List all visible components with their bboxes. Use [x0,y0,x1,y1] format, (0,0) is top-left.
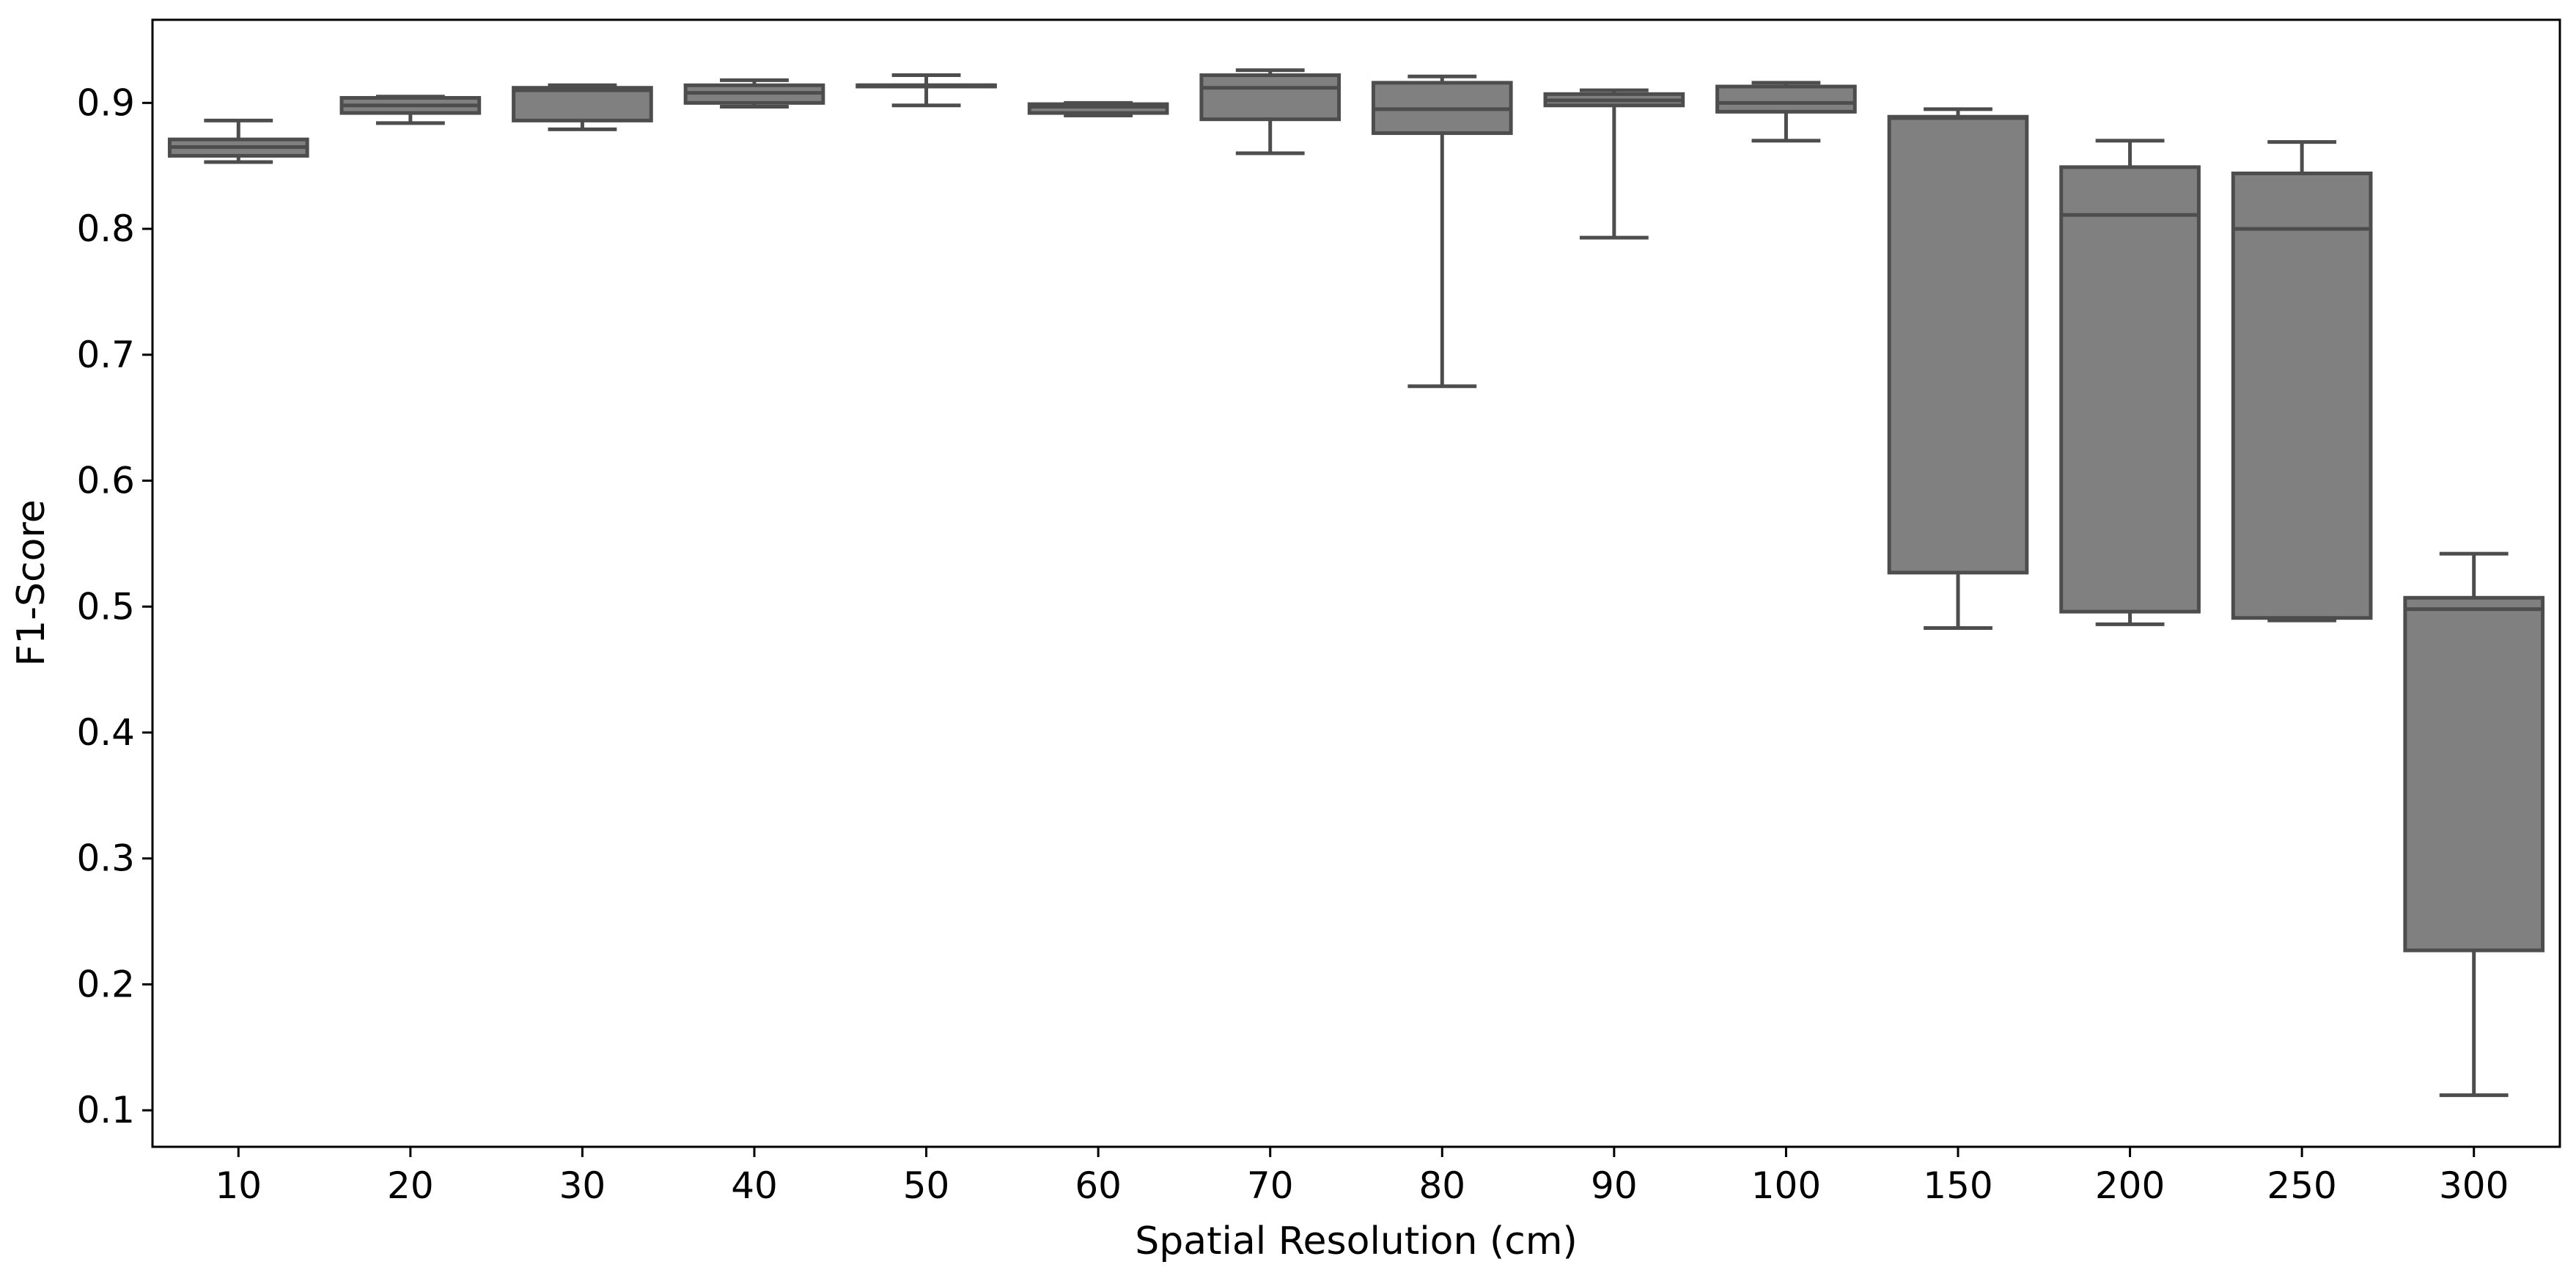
x-tick-label: 250 [2267,1164,2336,1207]
box-10 [167,118,309,164]
x-tick-label: 40 [731,1164,778,1207]
box-200 [2059,139,2201,626]
plot-frame [151,18,2561,1148]
x-tick-label: 20 [387,1164,434,1207]
y-axis: 0.1 0.2 0.3 0.4 0.5 0.6 0.7 0.8 0.9 [76,81,152,1131]
box-80 [1371,74,1513,389]
box-300 [2403,551,2545,1098]
y-tick-label: 0.3 [76,837,135,880]
box-40 [683,78,825,109]
x-tick-label: 300 [2439,1164,2509,1207]
y-tick-label: 0.5 [76,585,135,628]
x-tick-label: 50 [903,1164,950,1207]
x-tick-label: 60 [1075,1164,1122,1207]
iqr-box [1199,73,1342,122]
y-tick-label: 0.4 [76,711,135,754]
box-250 [2231,140,2373,623]
box-20 [339,95,482,125]
y-tick-label: 0.1 [76,1089,135,1131]
box-150 [1887,107,2029,630]
x-axis-label: Spatial Resolution (cm) [1135,1219,1578,1263]
boxes-layer [167,68,2545,1098]
iqr-box [2231,172,2373,620]
x-tick-label: 80 [1418,1164,1465,1207]
x-tick-label: 10 [215,1164,262,1207]
y-tick-label: 0.7 [76,334,135,376]
box-100 [1715,81,1857,143]
x-tick-label: 70 [1247,1164,1294,1207]
x-tick-label: 200 [2095,1164,2165,1207]
y-tick-label: 0.2 [76,963,135,1005]
iqr-box [1715,84,1857,114]
y-tick-label: 0.9 [76,81,135,124]
x-tick-label: 30 [559,1164,606,1207]
box-50 [855,73,997,108]
y-axis-label: F1-Score [10,499,54,666]
box-90 [1543,88,1685,240]
box-30 [512,83,653,131]
iqr-box [1887,114,2029,575]
x-tick-label: 100 [1751,1164,1821,1207]
y-tick-label: 0.6 [76,460,135,502]
box-70 [1199,68,1342,155]
box-60 [1027,100,1169,118]
iqr-box [2059,165,2201,614]
x-tick-label: 90 [1591,1164,1638,1207]
y-tick-label: 0.8 [76,208,135,250]
x-axis: 10 20 30 40 50 60 70 80 90 100 150 200 250 300 [215,1147,2509,1207]
iqr-box [2403,595,2545,952]
x-tick-label: 150 [1923,1164,1992,1207]
iqr-box [512,86,653,122]
